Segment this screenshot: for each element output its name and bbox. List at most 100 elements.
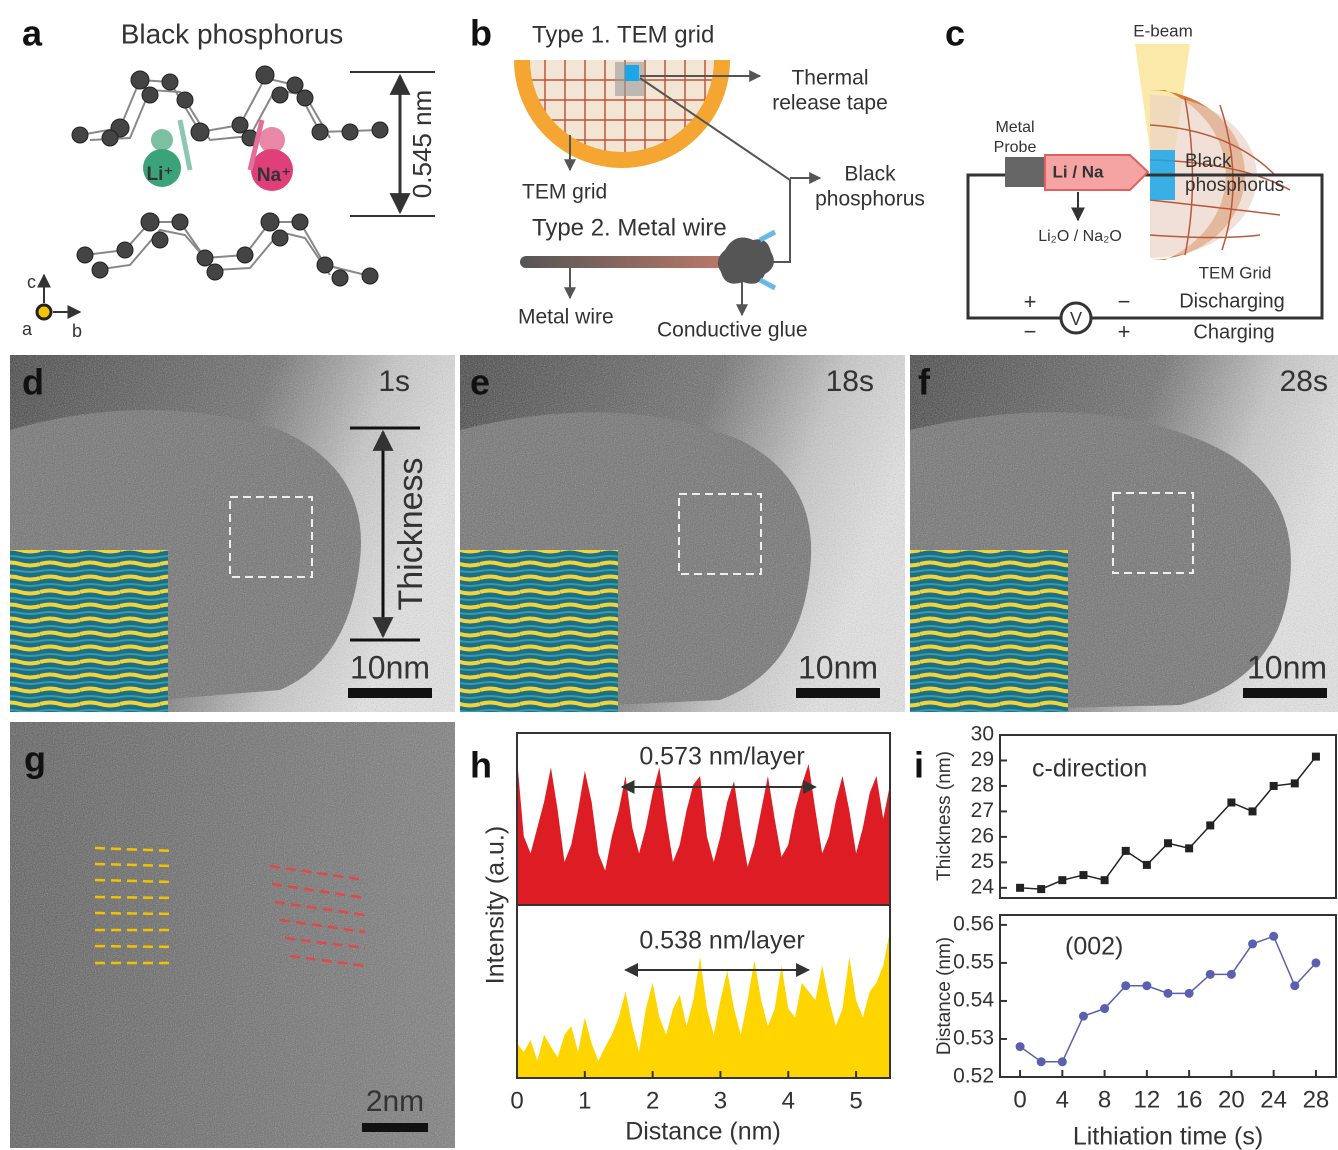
data-point [1311, 958, 1320, 967]
x-tick-label: 12 [1134, 1086, 1161, 1113]
data-point [1079, 1012, 1088, 1021]
decor [287, 77, 303, 93]
data-point [1122, 847, 1130, 855]
decor [37, 305, 51, 319]
data-point [1101, 876, 1109, 884]
axis-label: a [22, 319, 33, 339]
panel-text: + [1118, 319, 1131, 344]
y-tick-label: 0.55 [953, 950, 994, 973]
data-point [1227, 798, 1235, 806]
data-point [1206, 970, 1215, 979]
data-point [1016, 884, 1024, 892]
figure: a Black phosphorus Li⁺ Na⁺ 0.545 nm c a … [0, 0, 1338, 1150]
x-tick-label: 8 [1098, 1086, 1111, 1113]
panel-text: Thermal [791, 67, 868, 90]
data-point [1290, 981, 1299, 990]
decor [910, 550, 1068, 712]
decor [256, 66, 274, 84]
panel-text: Metal [995, 119, 1034, 136]
scale-label: 10nm [350, 649, 430, 685]
decor [1243, 688, 1327, 698]
decor [162, 74, 178, 90]
decor [102, 130, 118, 146]
data-point [1121, 981, 1130, 990]
data-point [1291, 779, 1299, 787]
y-tick-label: 0.53 [953, 1027, 994, 1050]
decor [197, 250, 213, 266]
decor [117, 242, 133, 258]
time-label: 28s [1280, 365, 1328, 398]
decor [272, 230, 288, 246]
x-axis-label: Distance (nm) [625, 1118, 781, 1146]
panel-title: Black phosphorus [121, 18, 344, 49]
decor [312, 124, 328, 140]
x-tick-label: 4 [1056, 1086, 1069, 1113]
scale-label: 10nm [1247, 649, 1327, 685]
panel-label: c [945, 13, 965, 54]
data-point [1143, 861, 1151, 869]
axis-label: c [27, 272, 36, 292]
annotation: (002) [1065, 933, 1123, 961]
panel-text: Li₂O / Na₂O [1038, 228, 1122, 245]
data-point [1037, 885, 1045, 893]
decor [520, 256, 735, 268]
panel-text: E-beam [1133, 21, 1193, 40]
panel-label: h [470, 745, 492, 786]
data-point [1185, 989, 1194, 998]
decor [460, 550, 618, 712]
y-axis-label: Distance (nm) [934, 937, 955, 1055]
decor [141, 213, 159, 231]
decor [372, 122, 388, 138]
annotation: c-direction [1032, 755, 1147, 783]
decor [362, 1123, 428, 1132]
panel-label: b [470, 13, 492, 54]
x-axis-label: Lithiation time (s) [1073, 1123, 1263, 1150]
panel-text: Metal wire [518, 306, 614, 329]
panel-text: TEM Grid [1199, 263, 1272, 282]
panel-label: i [914, 745, 924, 786]
panel-text: phosphorus [815, 188, 925, 211]
decor [152, 232, 168, 248]
y-tick-label: 27 [971, 799, 994, 822]
y-axis-label: Thickness (nm) [934, 751, 955, 881]
decor [348, 688, 432, 698]
panel-text: + [1024, 289, 1037, 314]
x-tick-label: 1 [578, 1087, 591, 1114]
y-tick-label: 0.56 [953, 912, 994, 935]
data-point [1058, 1057, 1067, 1066]
y-axis-label: Intensity (a.u.) [482, 826, 510, 984]
y-tick-label: 26 [971, 824, 994, 847]
decor [625, 65, 639, 81]
data-point [1164, 839, 1172, 847]
panel-text: V [1070, 309, 1082, 329]
panel-label: g [24, 739, 46, 780]
decor [131, 71, 149, 89]
x-tick-label: 5 [849, 1087, 862, 1114]
data-point [1206, 821, 1214, 829]
body: { "panel_a": {"label": "a", "title": "Bl… [0, 0, 1338, 1150]
decor [92, 262, 108, 278]
decor [207, 264, 223, 280]
x-tick-label: 20 [1218, 1086, 1245, 1113]
data-point [1227, 970, 1236, 979]
data-point [1058, 876, 1066, 884]
decor [151, 129, 173, 151]
decor [796, 688, 880, 698]
data-point [1164, 989, 1173, 998]
spacing-label: 0.545 nm [407, 90, 437, 198]
time-label: 1s [378, 365, 410, 398]
panel-text: Li / Na [1052, 162, 1104, 181]
axis-label: b [72, 321, 82, 341]
panel-text: Charging [1193, 321, 1274, 343]
panel-text: Type 1. TEM grid [532, 21, 714, 48]
panel-text: Black [844, 163, 896, 186]
panel-label: e [470, 362, 490, 403]
y-tick-label: 0.54 [953, 988, 994, 1011]
panel-label: f [918, 362, 931, 403]
decor [272, 87, 288, 103]
panel-text: Probe [994, 139, 1037, 156]
y-tick-label: 28 [971, 773, 994, 796]
y-tick-label: 24 [971, 875, 995, 898]
y-tick-label: 29 [971, 748, 994, 771]
decor [172, 214, 188, 230]
